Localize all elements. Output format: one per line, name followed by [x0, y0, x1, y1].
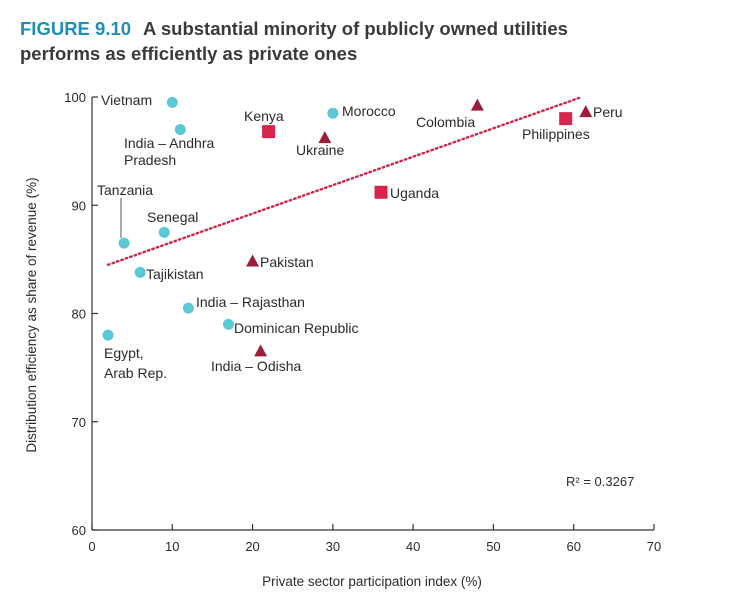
point-peru — [579, 105, 593, 118]
point-label: Senegal — [147, 209, 198, 225]
point-label: Vietnam — [101, 92, 152, 108]
x-tick-label: 30 — [326, 539, 340, 554]
x-tick-label: 60 — [566, 539, 580, 554]
point-colombia — [470, 98, 484, 111]
point-label: India – Rajasthan — [196, 294, 305, 310]
figure-title: FIGURE 9.10 A substantial minority of pub… — [20, 16, 740, 66]
point-label: Dominican Republic — [234, 320, 359, 336]
point-label: Kenya — [244, 108, 284, 124]
point-philippines — [559, 112, 573, 126]
point-uganda — [374, 185, 388, 199]
point-label: India – Andhra Pradesh — [124, 135, 215, 168]
point-label: Philippines — [522, 126, 590, 142]
data-points — [102, 96, 593, 357]
point-label: Tajikistan — [146, 266, 204, 282]
point-labels: Vietnam India – Andhra Pradesh Tanzania Sene… — [97, 92, 623, 381]
y-axis-label: Distribution efficiency as share of reve… — [24, 177, 39, 452]
x-axis-label: Private sector participation index (%) — [262, 574, 482, 589]
x-tick-label: 40 — [406, 539, 420, 554]
x-tick-label: 10 — [165, 539, 179, 554]
point-senegal — [158, 226, 170, 238]
point-egypt-arab-rep — [102, 329, 114, 341]
point-label: Uganda — [390, 185, 439, 201]
point-pakistan — [246, 254, 260, 267]
y-tick-label: 60 — [72, 523, 86, 538]
r-squared-annotation: R² = 0.3267 — [566, 474, 634, 489]
y-tick-label: 100 — [64, 90, 86, 105]
point-label: Ukraine — [296, 142, 344, 158]
trendline-group — [106, 95, 583, 266]
point-india-odisha — [254, 344, 268, 357]
y-tick-label: 90 — [72, 198, 86, 213]
y-tick-label: 80 — [72, 307, 86, 322]
figure-title-line1: A substantial minority of publicly owned… — [143, 18, 568, 39]
point-ukraine — [318, 131, 332, 144]
point-india-andhra-pradesh — [174, 123, 186, 135]
axes: 60 70 80 90 100 0 10 20 30 40 50 60 70 — [64, 90, 661, 554]
point-tanzania — [118, 237, 130, 249]
point-morocco — [327, 107, 339, 119]
point-kenya — [262, 125, 276, 139]
point-tajikistan — [134, 266, 146, 278]
point-label: Colombia — [416, 114, 475, 130]
point-label: Peru — [593, 104, 623, 120]
x-tick-label: 0 — [88, 539, 95, 554]
figure-title-line2: performs as efficiently as private ones — [20, 43, 358, 64]
trendline — [106, 95, 583, 266]
point-label: Pakistan — [260, 254, 314, 270]
point-vietnam — [166, 96, 178, 108]
point-label: Egypt, Arab Rep. — [104, 345, 167, 381]
x-tick-label: 70 — [647, 539, 661, 554]
point-label: Morocco — [342, 103, 396, 119]
x-tick-label: 20 — [245, 539, 259, 554]
figure-label: FIGURE 9.10 — [20, 18, 132, 39]
point-india-rajasthan — [182, 302, 194, 314]
point-label: India – Odisha — [211, 358, 301, 374]
y-tick-label: 70 — [72, 415, 86, 430]
x-tick-label: 50 — [486, 539, 500, 554]
point-label: Tanzania — [97, 182, 153, 198]
point-dominican-republic — [222, 318, 234, 330]
